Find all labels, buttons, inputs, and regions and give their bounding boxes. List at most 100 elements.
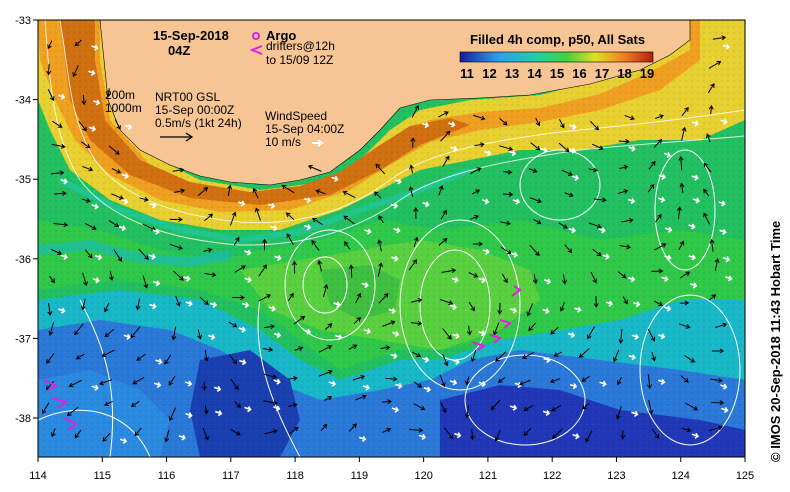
current-arrow bbox=[495, 351, 507, 362]
current-arrow bbox=[285, 212, 295, 221]
current-arrow bbox=[470, 167, 482, 175]
current-arrow bbox=[323, 283, 329, 298]
current-arrow bbox=[380, 345, 391, 351]
current-arrow bbox=[113, 249, 123, 262]
lat-tick-label: -38 bbox=[15, 413, 31, 425]
current-arrow bbox=[712, 35, 727, 41]
current-arrow bbox=[80, 298, 86, 311]
lon-tick-label: 125 bbox=[736, 470, 754, 482]
current-vectors bbox=[41, 35, 733, 444]
lat-tick-label: -34 bbox=[15, 95, 31, 107]
current-arrow bbox=[615, 406, 622, 420]
wind-arrow bbox=[418, 433, 427, 441]
colorbar-tick-label: 12 bbox=[482, 66, 496, 81]
current-arrow bbox=[108, 145, 120, 155]
current-arrow bbox=[75, 353, 85, 360]
current-arrow bbox=[264, 429, 278, 435]
current-arrow bbox=[550, 405, 562, 412]
current-arrow bbox=[466, 325, 472, 336]
current-arrow bbox=[500, 220, 512, 226]
wind-arrow bbox=[568, 227, 576, 234]
lon-tick-label: 118 bbox=[286, 470, 304, 482]
current-arrow bbox=[561, 169, 574, 176]
wind-arrow bbox=[542, 308, 550, 315]
wind-arrow bbox=[452, 358, 460, 365]
wind-arrow bbox=[449, 303, 457, 311]
current-arrow bbox=[678, 240, 685, 251]
wind-arrow bbox=[390, 353, 398, 360]
current-arrow bbox=[138, 248, 149, 261]
longitude-axis: 114 115 116 117 118 119 120 121 122 123 124 125 bbox=[29, 457, 754, 482]
wind-arrow bbox=[688, 254, 696, 261]
wind-arrow bbox=[481, 198, 490, 205]
wind-arrow bbox=[478, 380, 486, 388]
current-arrow bbox=[705, 133, 711, 143]
current-arrow bbox=[102, 432, 111, 442]
current-arrow bbox=[230, 211, 237, 226]
wind-arrow bbox=[627, 198, 636, 205]
wind-arrow bbox=[571, 174, 580, 181]
wind-arrow bbox=[543, 278, 552, 285]
current-arrow bbox=[518, 379, 531, 386]
wind-arrow bbox=[691, 432, 700, 439]
current-arrow bbox=[134, 427, 142, 437]
current-arrow bbox=[440, 209, 447, 220]
current-arrow bbox=[532, 273, 538, 285]
current-arrow bbox=[533, 218, 542, 225]
current-arrow bbox=[550, 327, 559, 335]
current-arrow bbox=[173, 188, 186, 194]
colorbar-tick-label: 18 bbox=[617, 66, 631, 81]
lat-tick-label: -35 bbox=[15, 174, 31, 186]
wind-arrow bbox=[303, 197, 312, 204]
current-arrow bbox=[348, 344, 358, 350]
wind-arrow bbox=[124, 123, 133, 131]
depth-1000-label: 1000m bbox=[105, 101, 142, 115]
current-arrow bbox=[622, 296, 628, 305]
current-arrow bbox=[168, 375, 176, 386]
current-arrow bbox=[385, 376, 398, 382]
current-arrow bbox=[703, 162, 712, 173]
current-arrow bbox=[307, 164, 322, 172]
wind-arrow bbox=[574, 306, 582, 313]
current-arrow bbox=[559, 301, 565, 312]
wind-arrow bbox=[273, 332, 282, 339]
current-arrow bbox=[648, 400, 654, 415]
current-arrow bbox=[617, 189, 629, 194]
current-arrow bbox=[585, 430, 593, 443]
current-arrow bbox=[553, 351, 563, 357]
current-arrow bbox=[230, 429, 241, 436]
wind-arrow bbox=[267, 202, 276, 209]
lon-tick-label: 114 bbox=[29, 470, 47, 482]
current-arrow bbox=[47, 40, 53, 50]
current-arrow bbox=[470, 349, 477, 363]
current-arrow bbox=[526, 303, 534, 317]
current-arrow bbox=[202, 427, 209, 441]
current-arrow bbox=[254, 207, 261, 221]
wind-arrow bbox=[631, 333, 639, 340]
lon-tick-label: 117 bbox=[222, 470, 240, 482]
wind-arrow bbox=[449, 379, 458, 386]
wind-arrow bbox=[149, 202, 157, 209]
current-arrow bbox=[647, 183, 655, 193]
current-arrow bbox=[108, 220, 120, 228]
current-arrow bbox=[521, 352, 534, 359]
current-arrow bbox=[106, 88, 112, 98]
current-arrow bbox=[84, 249, 93, 259]
current-arrow bbox=[78, 120, 87, 132]
current-arrow bbox=[474, 142, 485, 148]
current-arrow bbox=[164, 429, 170, 443]
wind-arrow bbox=[509, 404, 518, 411]
current-arrow bbox=[408, 427, 424, 433]
current-arrow bbox=[103, 302, 110, 313]
wind-arrow bbox=[719, 228, 727, 235]
wind-arrow bbox=[572, 433, 580, 440]
wind-arrow bbox=[598, 227, 606, 234]
current-arrow bbox=[653, 139, 663, 148]
wind-arrow bbox=[510, 251, 518, 258]
legend-drifters-line2: to 15/09 12Z bbox=[266, 53, 333, 67]
current-arrow bbox=[564, 244, 573, 254]
current-arrow bbox=[471, 189, 481, 195]
wind-arrow bbox=[88, 125, 97, 132]
current-arrow bbox=[528, 168, 538, 173]
wind-time-label: 15-Sep 04:00Z bbox=[265, 122, 344, 136]
